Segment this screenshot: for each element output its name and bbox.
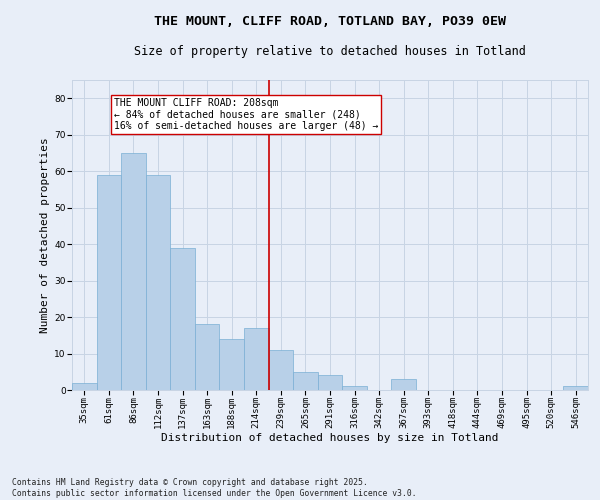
Text: THE MOUNT CLIFF ROAD: 208sqm
← 84% of detached houses are smaller (248)
16% of s: THE MOUNT CLIFF ROAD: 208sqm ← 84% of de… <box>114 98 378 132</box>
Bar <box>269 350 293 390</box>
Bar <box>563 386 588 390</box>
Bar <box>342 386 367 390</box>
Bar <box>318 376 342 390</box>
Y-axis label: Number of detached properties: Number of detached properties <box>40 137 50 333</box>
X-axis label: Distribution of detached houses by size in Totland: Distribution of detached houses by size … <box>161 432 499 442</box>
Bar <box>97 175 121 390</box>
Bar <box>391 379 416 390</box>
Text: THE MOUNT, CLIFF ROAD, TOTLAND BAY, PO39 0EW: THE MOUNT, CLIFF ROAD, TOTLAND BAY, PO39… <box>154 15 506 28</box>
Bar <box>170 248 195 390</box>
Bar <box>293 372 318 390</box>
Bar <box>220 339 244 390</box>
Bar <box>244 328 269 390</box>
Bar <box>72 382 97 390</box>
Bar <box>195 324 220 390</box>
Text: Size of property relative to detached houses in Totland: Size of property relative to detached ho… <box>134 45 526 58</box>
Bar <box>121 153 146 390</box>
Bar <box>146 175 170 390</box>
Text: Contains HM Land Registry data © Crown copyright and database right 2025.
Contai: Contains HM Land Registry data © Crown c… <box>12 478 416 498</box>
